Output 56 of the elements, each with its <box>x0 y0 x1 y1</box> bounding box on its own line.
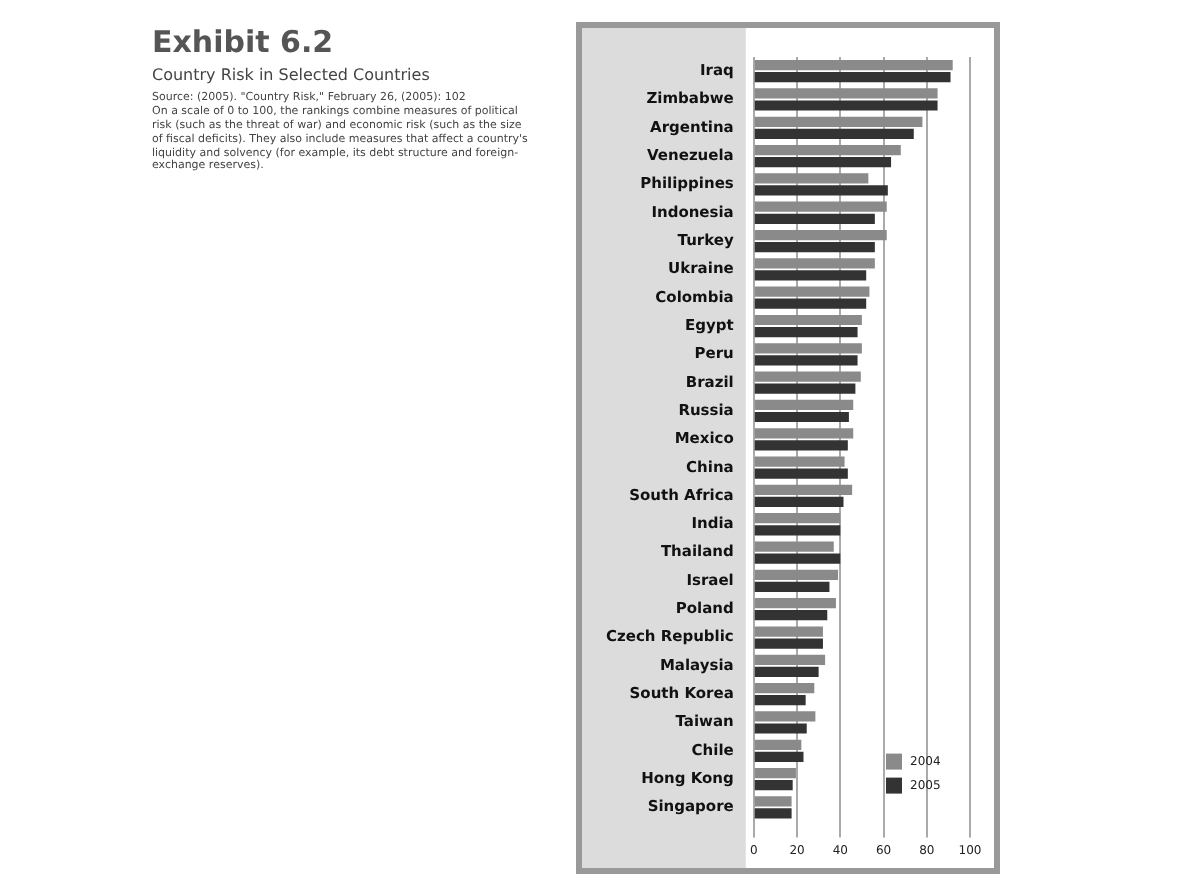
bar <box>754 484 853 496</box>
bar <box>754 173 869 184</box>
bar <box>754 185 888 196</box>
bar <box>754 456 845 467</box>
bar <box>754 666 819 677</box>
bar <box>754 371 861 382</box>
bar <box>754 298 867 309</box>
bar <box>754 513 841 524</box>
bar <box>754 723 807 734</box>
bar <box>754 60 953 71</box>
bar <box>754 100 938 111</box>
bar <box>754 440 848 451</box>
bar <box>754 751 804 762</box>
bar <box>754 326 858 338</box>
bar <box>754 128 914 139</box>
bar <box>754 626 823 637</box>
bar <box>754 355 858 366</box>
bar <box>754 767 796 779</box>
bar <box>754 525 841 536</box>
bar <box>754 638 823 649</box>
bar <box>754 711 816 722</box>
text: Exhibit 6.2 <box>152 24 336 60</box>
bar <box>754 581 830 593</box>
bar <box>754 258 875 269</box>
bar <box>754 286 870 297</box>
bar <box>754 541 834 552</box>
bar <box>754 144 901 156</box>
bar <box>754 229 887 241</box>
bar <box>754 553 841 564</box>
bar <box>754 468 848 479</box>
bar <box>754 157 892 168</box>
bar <box>754 780 793 791</box>
bar <box>754 213 875 224</box>
text: Country Risk in Selected Countries <box>152 66 432 84</box>
bar <box>754 496 844 508</box>
bar <box>754 201 887 212</box>
bar <box>754 598 836 609</box>
bar <box>754 610 828 621</box>
bar <box>754 241 875 253</box>
bar <box>754 683 815 694</box>
bar <box>754 343 862 354</box>
bar <box>754 72 951 83</box>
bar <box>754 428 854 439</box>
bar <box>754 399 854 411</box>
bar <box>754 383 856 394</box>
bar <box>754 88 938 99</box>
bar <box>754 270 867 281</box>
bar <box>754 796 792 807</box>
bar <box>754 808 792 819</box>
bar <box>754 116 923 127</box>
bar <box>754 314 862 326</box>
bar <box>754 569 839 580</box>
bar <box>754 695 806 706</box>
bar <box>754 739 802 750</box>
bar <box>754 411 849 423</box>
bar <box>754 654 826 665</box>
